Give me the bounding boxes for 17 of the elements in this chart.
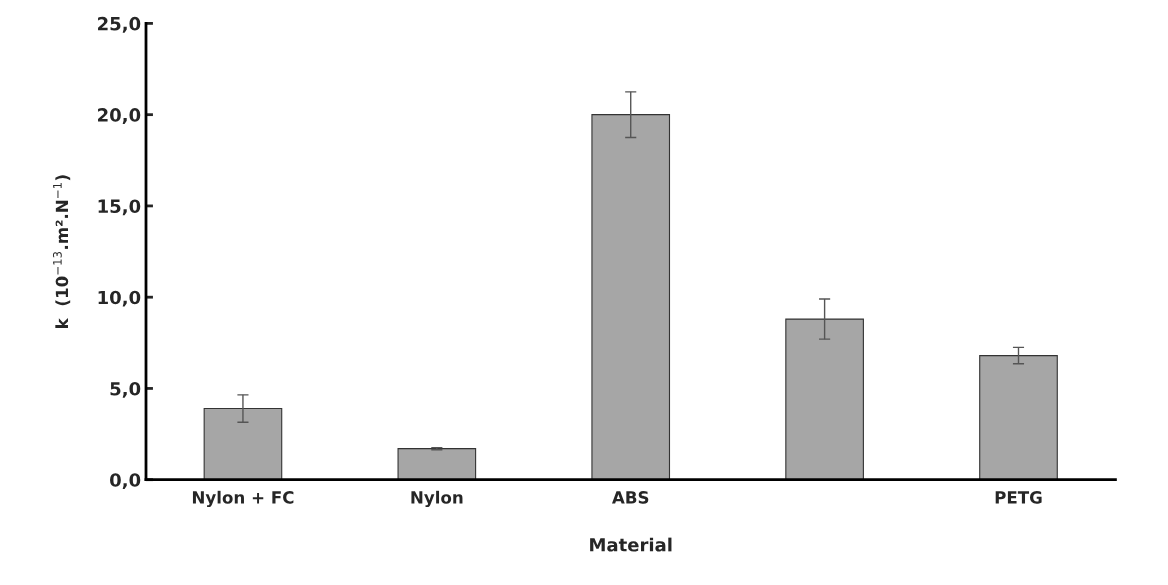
x-tick-label: PETG <box>995 491 1042 504</box>
y-tick-label: 0,0 <box>110 473 141 490</box>
y-axis-title: k (10$^{−13}$.m².N$^{−1}$) <box>52 175 71 328</box>
y-tick-label: 5,0 <box>110 381 141 398</box>
y-tick-label: 10,0 <box>98 290 141 307</box>
y-tick-label: 15,0 <box>98 199 141 216</box>
x-tick-label: Nylon + FC <box>192 490 294 508</box>
x-tick-label: Nylon <box>411 490 463 508</box>
bar <box>785 318 864 480</box>
x-tick-label: ABS <box>612 491 649 504</box>
y-tick-label: 25,0 <box>98 16 141 33</box>
bar <box>397 448 477 480</box>
x-axis-title: Material <box>590 537 672 552</box>
bar <box>203 407 283 480</box>
bar <box>591 114 671 480</box>
y-tick-label: 20,0 <box>98 108 141 125</box>
bar <box>979 355 1058 480</box>
